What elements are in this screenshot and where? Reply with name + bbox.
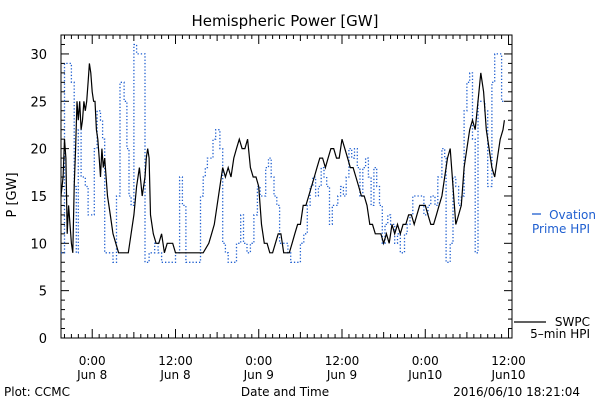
legend-swpc-label-1: SWPC bbox=[555, 315, 590, 329]
series-ovation-prime-line bbox=[61, 43, 505, 263]
series-swpc-line bbox=[61, 63, 505, 254]
x-tick-label-date: Jun10 bbox=[407, 368, 442, 382]
x-tick-label-date: Jun 8 bbox=[76, 368, 107, 382]
y-tick-label: 30 bbox=[30, 48, 47, 63]
x-tick-label-date: Jun10 bbox=[491, 368, 526, 382]
chart-title: Hemispheric Power [GW] bbox=[192, 12, 379, 30]
y-tick-label: 0 bbox=[39, 332, 47, 347]
x-axis-label: Date and Time bbox=[241, 385, 329, 399]
x-tick-label-time: 12:00 bbox=[325, 354, 360, 368]
x-tick-label-date: Jun 9 bbox=[326, 368, 357, 382]
y-tick-label: 5 bbox=[39, 285, 47, 300]
series-layer bbox=[61, 43, 505, 263]
footer-timestamp: 2016/06/10 18:21:04 bbox=[453, 385, 580, 399]
x-tick-label-time: 0:00 bbox=[245, 354, 272, 368]
x-tick-label-date: Jun 8 bbox=[159, 368, 190, 382]
footer-credit: Plot: CCMC bbox=[4, 385, 70, 399]
x-tick-label-time: 0:00 bbox=[79, 354, 106, 368]
y-tick-label: 10 bbox=[30, 237, 47, 252]
x-tick-label-date: Jun 9 bbox=[243, 368, 274, 382]
x-tick-label-time: 12:00 bbox=[158, 354, 193, 368]
y-tick-label: 15 bbox=[30, 190, 47, 205]
x-tick-label-time: 0:00 bbox=[412, 354, 439, 368]
legend-ovation-label-1: Ovation bbox=[549, 208, 596, 222]
x-tick-label-time: 12:00 bbox=[491, 354, 526, 368]
legend-ovation-label-2: Prime HPI bbox=[532, 222, 590, 236]
y-axis-label: P [GW] bbox=[5, 172, 20, 217]
y-tick-label: 20 bbox=[30, 143, 47, 158]
y-tick-label: 25 bbox=[30, 95, 47, 110]
legend-swpc-label-2: 5–min HPI bbox=[530, 327, 590, 341]
